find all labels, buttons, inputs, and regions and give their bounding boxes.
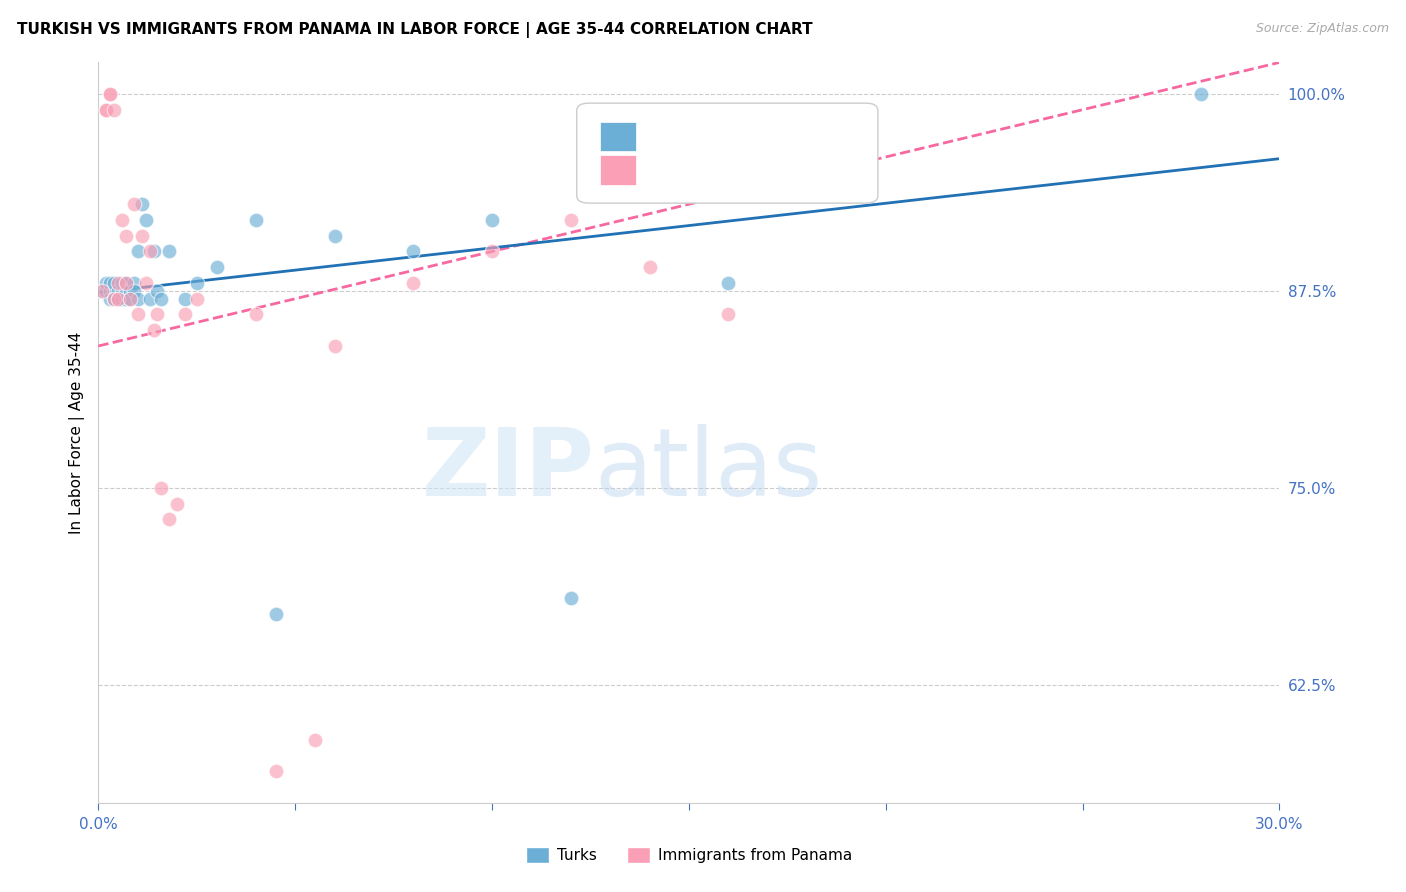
Point xyxy=(96,103,118,117)
Point xyxy=(103,276,125,290)
Point xyxy=(91,284,114,298)
Point xyxy=(186,276,208,290)
Point xyxy=(135,213,157,227)
Point xyxy=(118,284,141,298)
Point xyxy=(96,276,118,290)
Point xyxy=(115,228,138,243)
Point xyxy=(115,284,138,298)
Point xyxy=(138,244,160,259)
Point xyxy=(107,292,129,306)
Point xyxy=(174,292,197,306)
Point xyxy=(122,197,145,211)
Point xyxy=(245,308,267,322)
Point xyxy=(481,244,503,259)
Text: 34: 34 xyxy=(803,157,827,175)
Point xyxy=(111,276,134,290)
Text: 0.213: 0.213 xyxy=(695,157,748,175)
Point xyxy=(118,292,141,306)
Point xyxy=(107,292,129,306)
Point xyxy=(127,292,149,306)
Point xyxy=(135,276,157,290)
Point xyxy=(264,764,287,779)
Point xyxy=(560,213,582,227)
Point xyxy=(205,260,228,275)
Point xyxy=(115,292,138,306)
Point xyxy=(115,276,138,290)
Point xyxy=(304,732,326,747)
Point xyxy=(115,276,138,290)
Point xyxy=(103,292,125,306)
FancyBboxPatch shape xyxy=(576,103,877,203)
Text: ZIP: ZIP xyxy=(422,424,595,516)
Point xyxy=(98,284,121,298)
Point xyxy=(402,276,425,290)
Point xyxy=(122,284,145,298)
Legend: Turks, Immigrants from Panama: Turks, Immigrants from Panama xyxy=(520,841,858,869)
Point xyxy=(186,292,208,306)
Point xyxy=(717,308,740,322)
Point xyxy=(166,496,188,510)
Point xyxy=(118,292,141,306)
Text: N =: N = xyxy=(756,157,804,175)
Point xyxy=(111,284,134,298)
Point xyxy=(91,284,114,298)
Point xyxy=(103,292,125,306)
Point xyxy=(127,308,149,322)
Point xyxy=(107,276,129,290)
Point xyxy=(131,197,153,211)
Text: N =: N = xyxy=(756,124,804,142)
Text: 0.243: 0.243 xyxy=(695,124,748,142)
Text: atlas: atlas xyxy=(595,424,823,516)
Point xyxy=(96,103,118,117)
Point xyxy=(157,512,180,526)
Bar xyxy=(600,121,636,152)
Point xyxy=(103,284,125,298)
Point xyxy=(323,339,346,353)
Point xyxy=(560,591,582,605)
Point xyxy=(146,284,169,298)
Point xyxy=(142,323,165,337)
Point xyxy=(174,308,197,322)
Text: TURKISH VS IMMIGRANTS FROM PANAMA IN LABOR FORCE | AGE 35-44 CORRELATION CHART: TURKISH VS IMMIGRANTS FROM PANAMA IN LAB… xyxy=(17,22,813,38)
Point xyxy=(98,87,121,101)
Point xyxy=(1189,87,1212,101)
Point xyxy=(323,228,346,243)
Point xyxy=(150,292,173,306)
Point xyxy=(264,607,287,621)
Point xyxy=(157,244,180,259)
Bar xyxy=(600,155,636,185)
Point xyxy=(98,276,121,290)
Point xyxy=(111,213,134,227)
Point xyxy=(142,244,165,259)
Point xyxy=(138,292,160,306)
Text: 41: 41 xyxy=(803,124,827,142)
Point xyxy=(638,260,661,275)
Point xyxy=(150,481,173,495)
Point xyxy=(111,292,134,306)
Point xyxy=(245,213,267,227)
Point xyxy=(98,292,121,306)
Point xyxy=(98,87,121,101)
Text: R =: R = xyxy=(650,124,686,142)
Point xyxy=(146,308,169,322)
Text: R =: R = xyxy=(650,157,686,175)
Point xyxy=(402,244,425,259)
Point xyxy=(481,213,503,227)
Point xyxy=(717,276,740,290)
Point xyxy=(122,276,145,290)
Point xyxy=(131,228,153,243)
Text: Source: ZipAtlas.com: Source: ZipAtlas.com xyxy=(1256,22,1389,36)
Point xyxy=(107,284,129,298)
Point xyxy=(127,244,149,259)
Point xyxy=(96,284,118,298)
Point xyxy=(103,103,125,117)
Y-axis label: In Labor Force | Age 35-44: In Labor Force | Age 35-44 xyxy=(69,332,84,533)
